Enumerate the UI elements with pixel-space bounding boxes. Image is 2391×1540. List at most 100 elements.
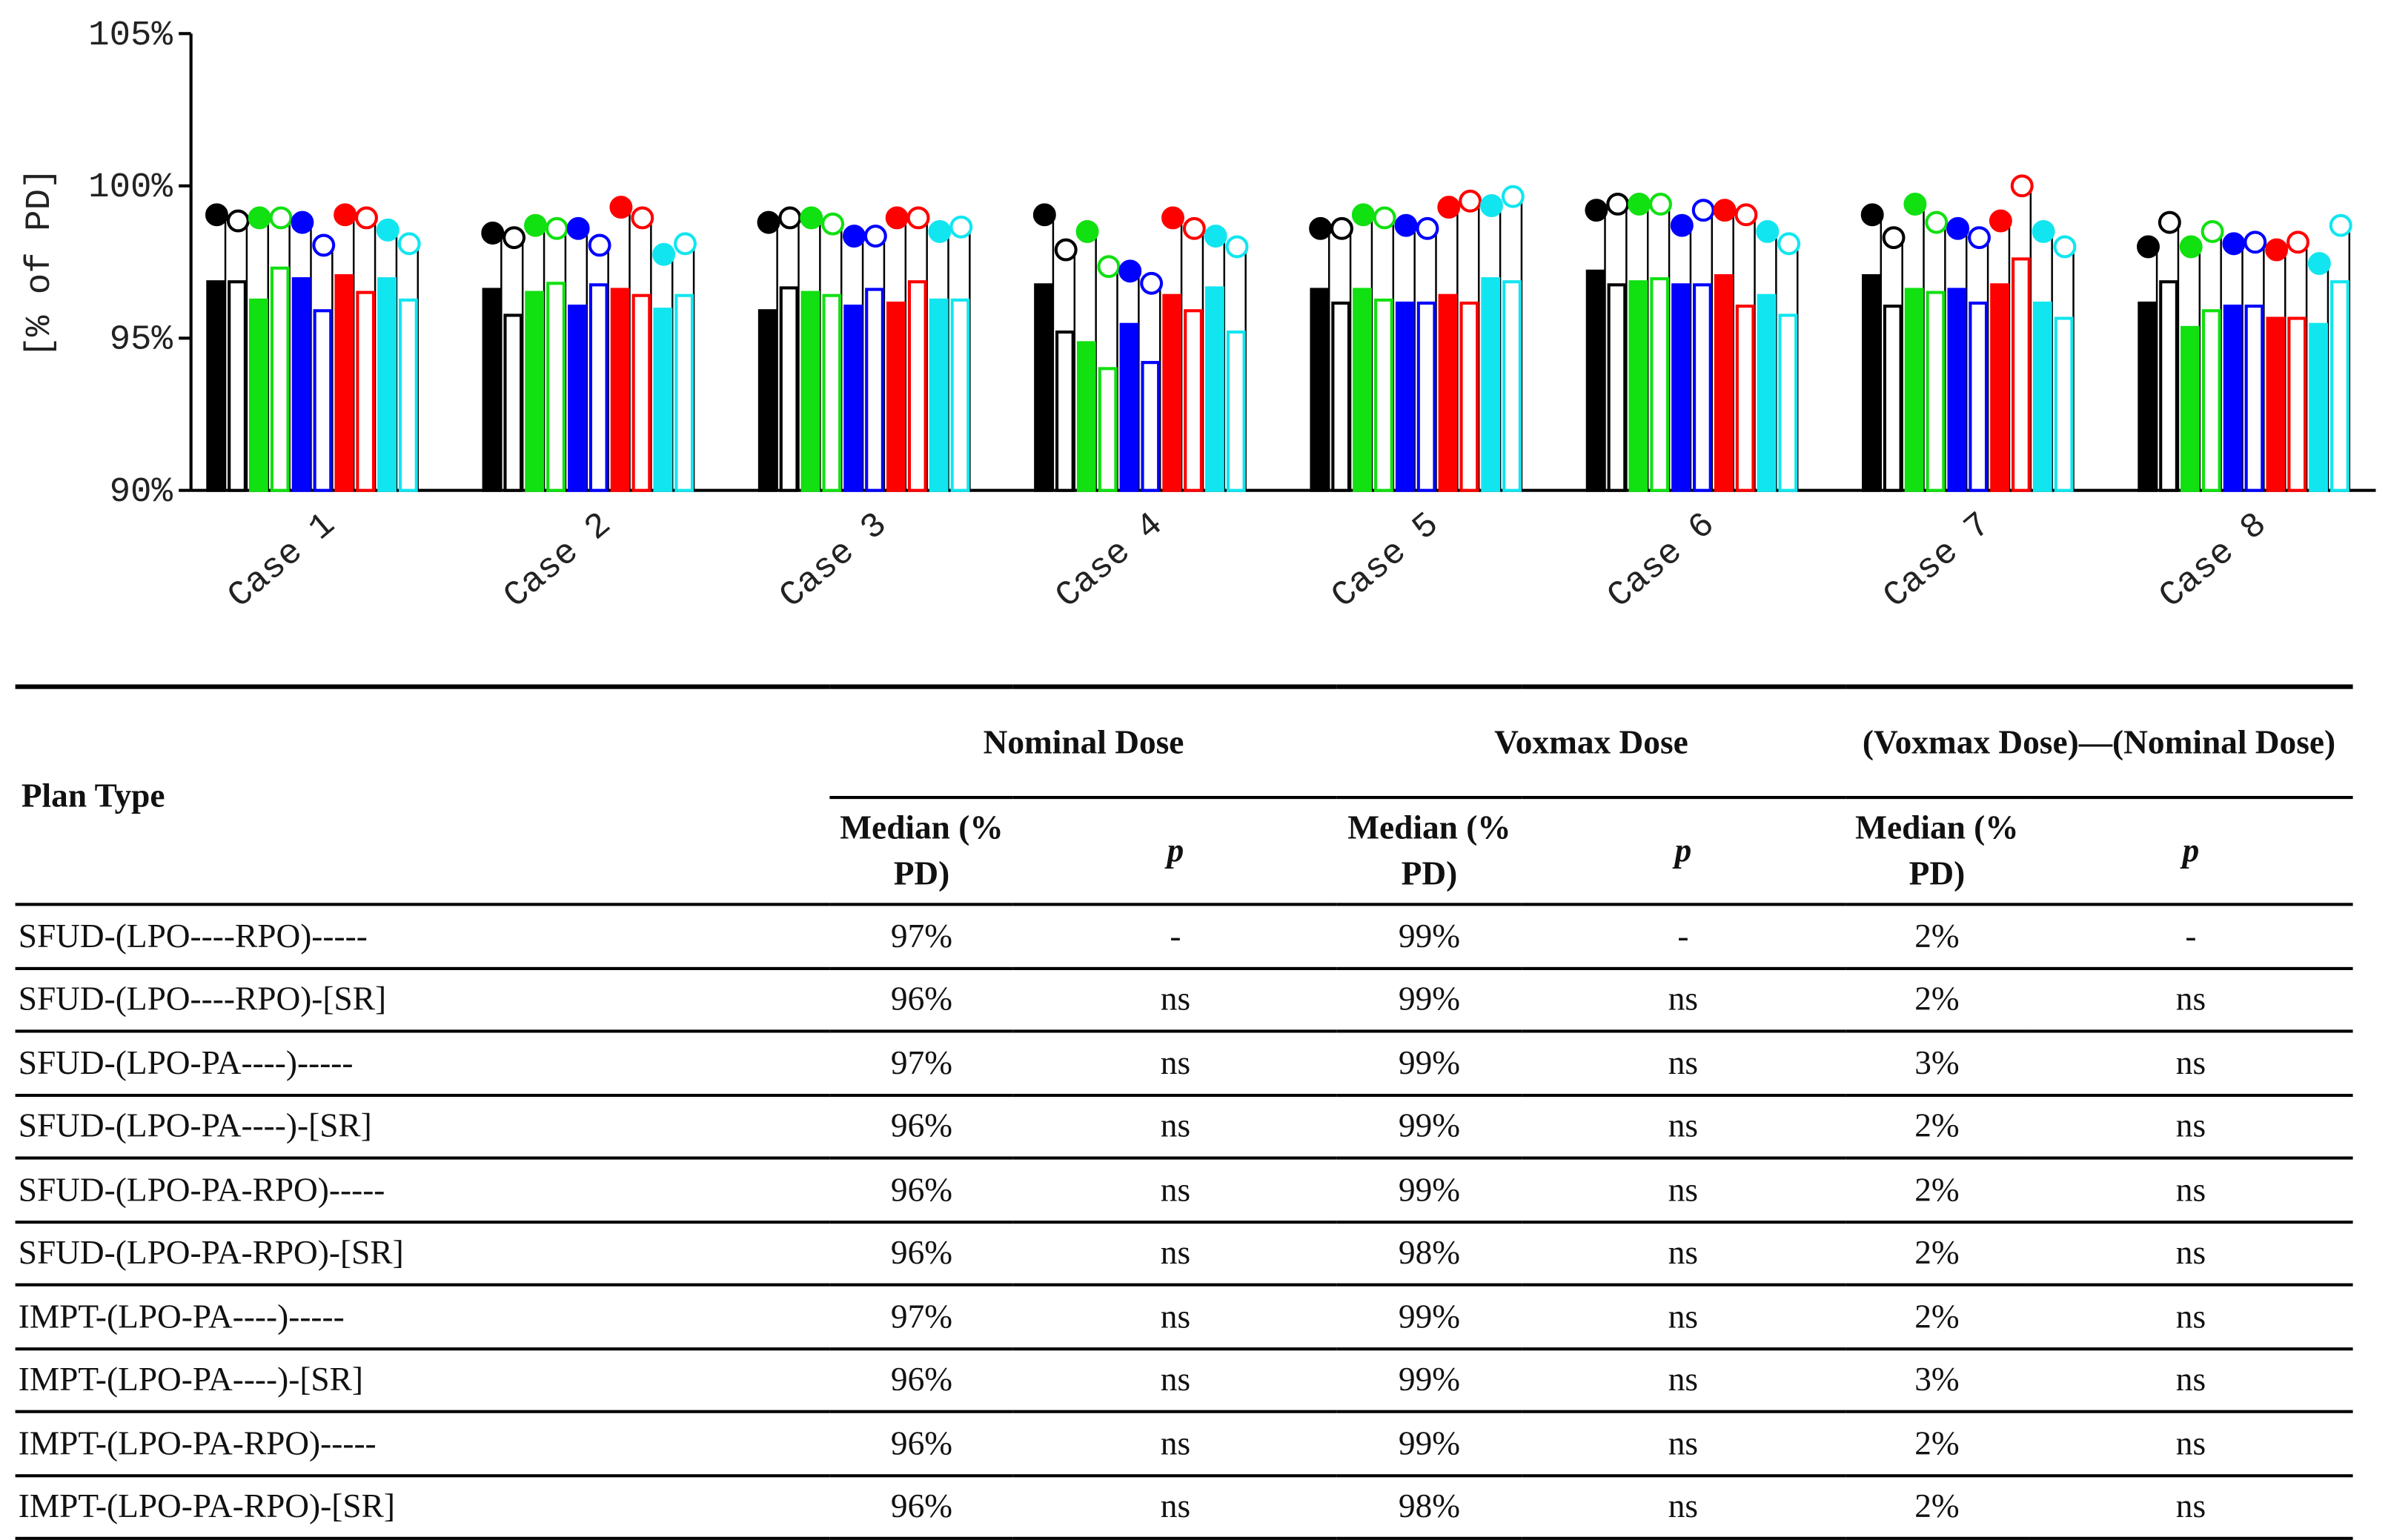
marker [2307,252,2331,276]
marker [312,233,336,257]
value-cell: 2% [1845,1156,2029,1222]
value-cell: 96% [829,966,1014,1032]
bar [1331,301,1351,492]
value-cell: - [1013,903,1338,968]
plan-type-cell: SFUD-(LPO-PA-RPO)-[SR] [15,1220,830,1285]
marker [1628,192,1651,216]
value-cell: 99% [1337,1156,1522,1222]
bar [1926,291,1946,492]
marker [1054,238,1078,262]
x-tick-label: Case 3 [773,505,895,617]
marker [1330,216,1353,240]
value-cell: 99% [1337,966,1522,1032]
value-cell: 3% [1845,1029,2029,1095]
bar [546,282,566,492]
bar [377,277,397,492]
marker [1903,192,1927,216]
value-cell: 2% [1845,1283,2029,1349]
value-cell: 3% [1845,1347,2029,1412]
value-cell: - [1521,903,1846,968]
bar [206,280,226,492]
bar [2138,301,2158,492]
value-cell: 99% [1337,1347,1522,1412]
value-cell: 2% [1845,903,2029,968]
value-cell: ns [1521,1029,1846,1095]
marker [631,206,654,230]
header-cell: (Voxmax Dose)—(Nominal Dose) [1845,684,2353,798]
marker [1394,213,1418,237]
bar [2330,280,2349,492]
y-tick-label: 105% [88,16,173,56]
value-cell: 96% [829,1220,1014,1285]
value-cell: 97% [829,1029,1014,1095]
marker [1882,226,1906,250]
bar [929,298,949,492]
value-cell: ns [2029,1410,2353,1476]
marker [821,212,845,236]
value-cell: 96% [829,1410,1014,1476]
value-cell: ns [1521,966,1846,1032]
value-cell: ns [1521,1410,1846,1476]
value-cell: ns [2029,1283,2353,1349]
value-cell: 99% [1337,1283,1522,1349]
value-cell: ns [1013,1029,1338,1095]
marker [1989,209,2012,233]
bar [1757,293,1777,492]
y-axis-label: [% of PD] [21,168,60,358]
subheader-cell: Median (% PD) [1845,795,2029,905]
marker [906,206,930,230]
bar [631,293,651,492]
bar [1141,361,1161,492]
bar [2032,301,2052,492]
value-cell: 96% [829,1156,1014,1222]
bar [399,298,418,492]
value-cell: 99% [1337,1092,1522,1158]
value-cell: ns [1013,1156,1338,1222]
bar [779,286,799,492]
bar [1990,283,2009,492]
marker [1691,199,1715,222]
bar [1034,283,1053,492]
bar [2266,316,2286,492]
table-row: SFUD-(LPO-PA----)-[SR] 96% ns 99% ns 2% ns [15,1092,2353,1158]
marker [2329,213,2352,237]
marker [588,233,611,257]
marker [1351,203,1375,227]
bar [1395,301,1415,492]
value-cell: ns [2029,1092,2353,1158]
marker [1480,194,1503,217]
bar [1778,313,1798,492]
bar [886,301,906,492]
value-cell: 2% [1845,966,2029,1032]
value-cell: ns [1013,966,1338,1032]
bar [610,288,630,492]
bar [2012,257,2031,492]
plan-type-cell: IMPT-(LPO-PA-RPO)----- [15,1410,830,1476]
value-cell: ns [2029,1220,2353,1285]
value-cell: ns [1013,1283,1338,1349]
marker [609,196,633,219]
subheader-cell: p [1521,795,1846,905]
table-row: SFUD-(LPO----RPO)----- 97% -99% -2% - [15,903,2353,968]
marker [334,203,357,227]
marker [1606,192,1630,216]
bar [249,298,268,492]
table-row: SFUD-(LPO-PA-RPO)----- 96% ns 99% ns 2% ns [15,1156,2353,1222]
bar [1585,269,1605,492]
marker [248,206,271,230]
marker [355,206,378,230]
value-cell: ns [2029,1347,2353,1412]
bar [950,298,970,492]
bar [1714,273,1734,492]
bar [800,291,820,492]
y-tick-label: 95% [110,321,173,360]
value-cell: 98% [1337,1220,1522,1285]
marker [1501,185,1525,208]
bar [334,273,354,492]
table-row: SFUD-(LPO-PA-RPO)-[SR] 96% ns 98% ns 2% ns [15,1220,2353,1285]
bar [1693,283,1712,492]
value-cell: ns [1521,1092,1846,1158]
subheader-cell: p [1013,795,1338,905]
marker [1097,255,1121,279]
